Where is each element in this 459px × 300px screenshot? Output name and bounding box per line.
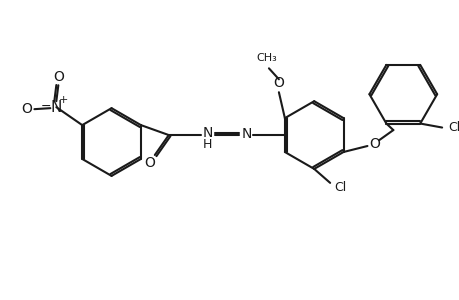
Text: O: O bbox=[273, 76, 284, 90]
Text: O: O bbox=[53, 70, 64, 84]
Text: O: O bbox=[368, 137, 379, 151]
Text: O: O bbox=[21, 102, 32, 116]
Text: CH₃: CH₃ bbox=[256, 53, 277, 63]
Text: H: H bbox=[202, 137, 212, 151]
Text: O: O bbox=[144, 156, 155, 170]
Text: +: + bbox=[58, 95, 68, 105]
Text: N: N bbox=[50, 100, 62, 115]
Text: Cl: Cl bbox=[333, 182, 346, 194]
Text: −: − bbox=[41, 100, 51, 113]
Text: N: N bbox=[241, 127, 251, 141]
Text: Cl: Cl bbox=[447, 121, 459, 134]
Text: N: N bbox=[202, 126, 213, 140]
